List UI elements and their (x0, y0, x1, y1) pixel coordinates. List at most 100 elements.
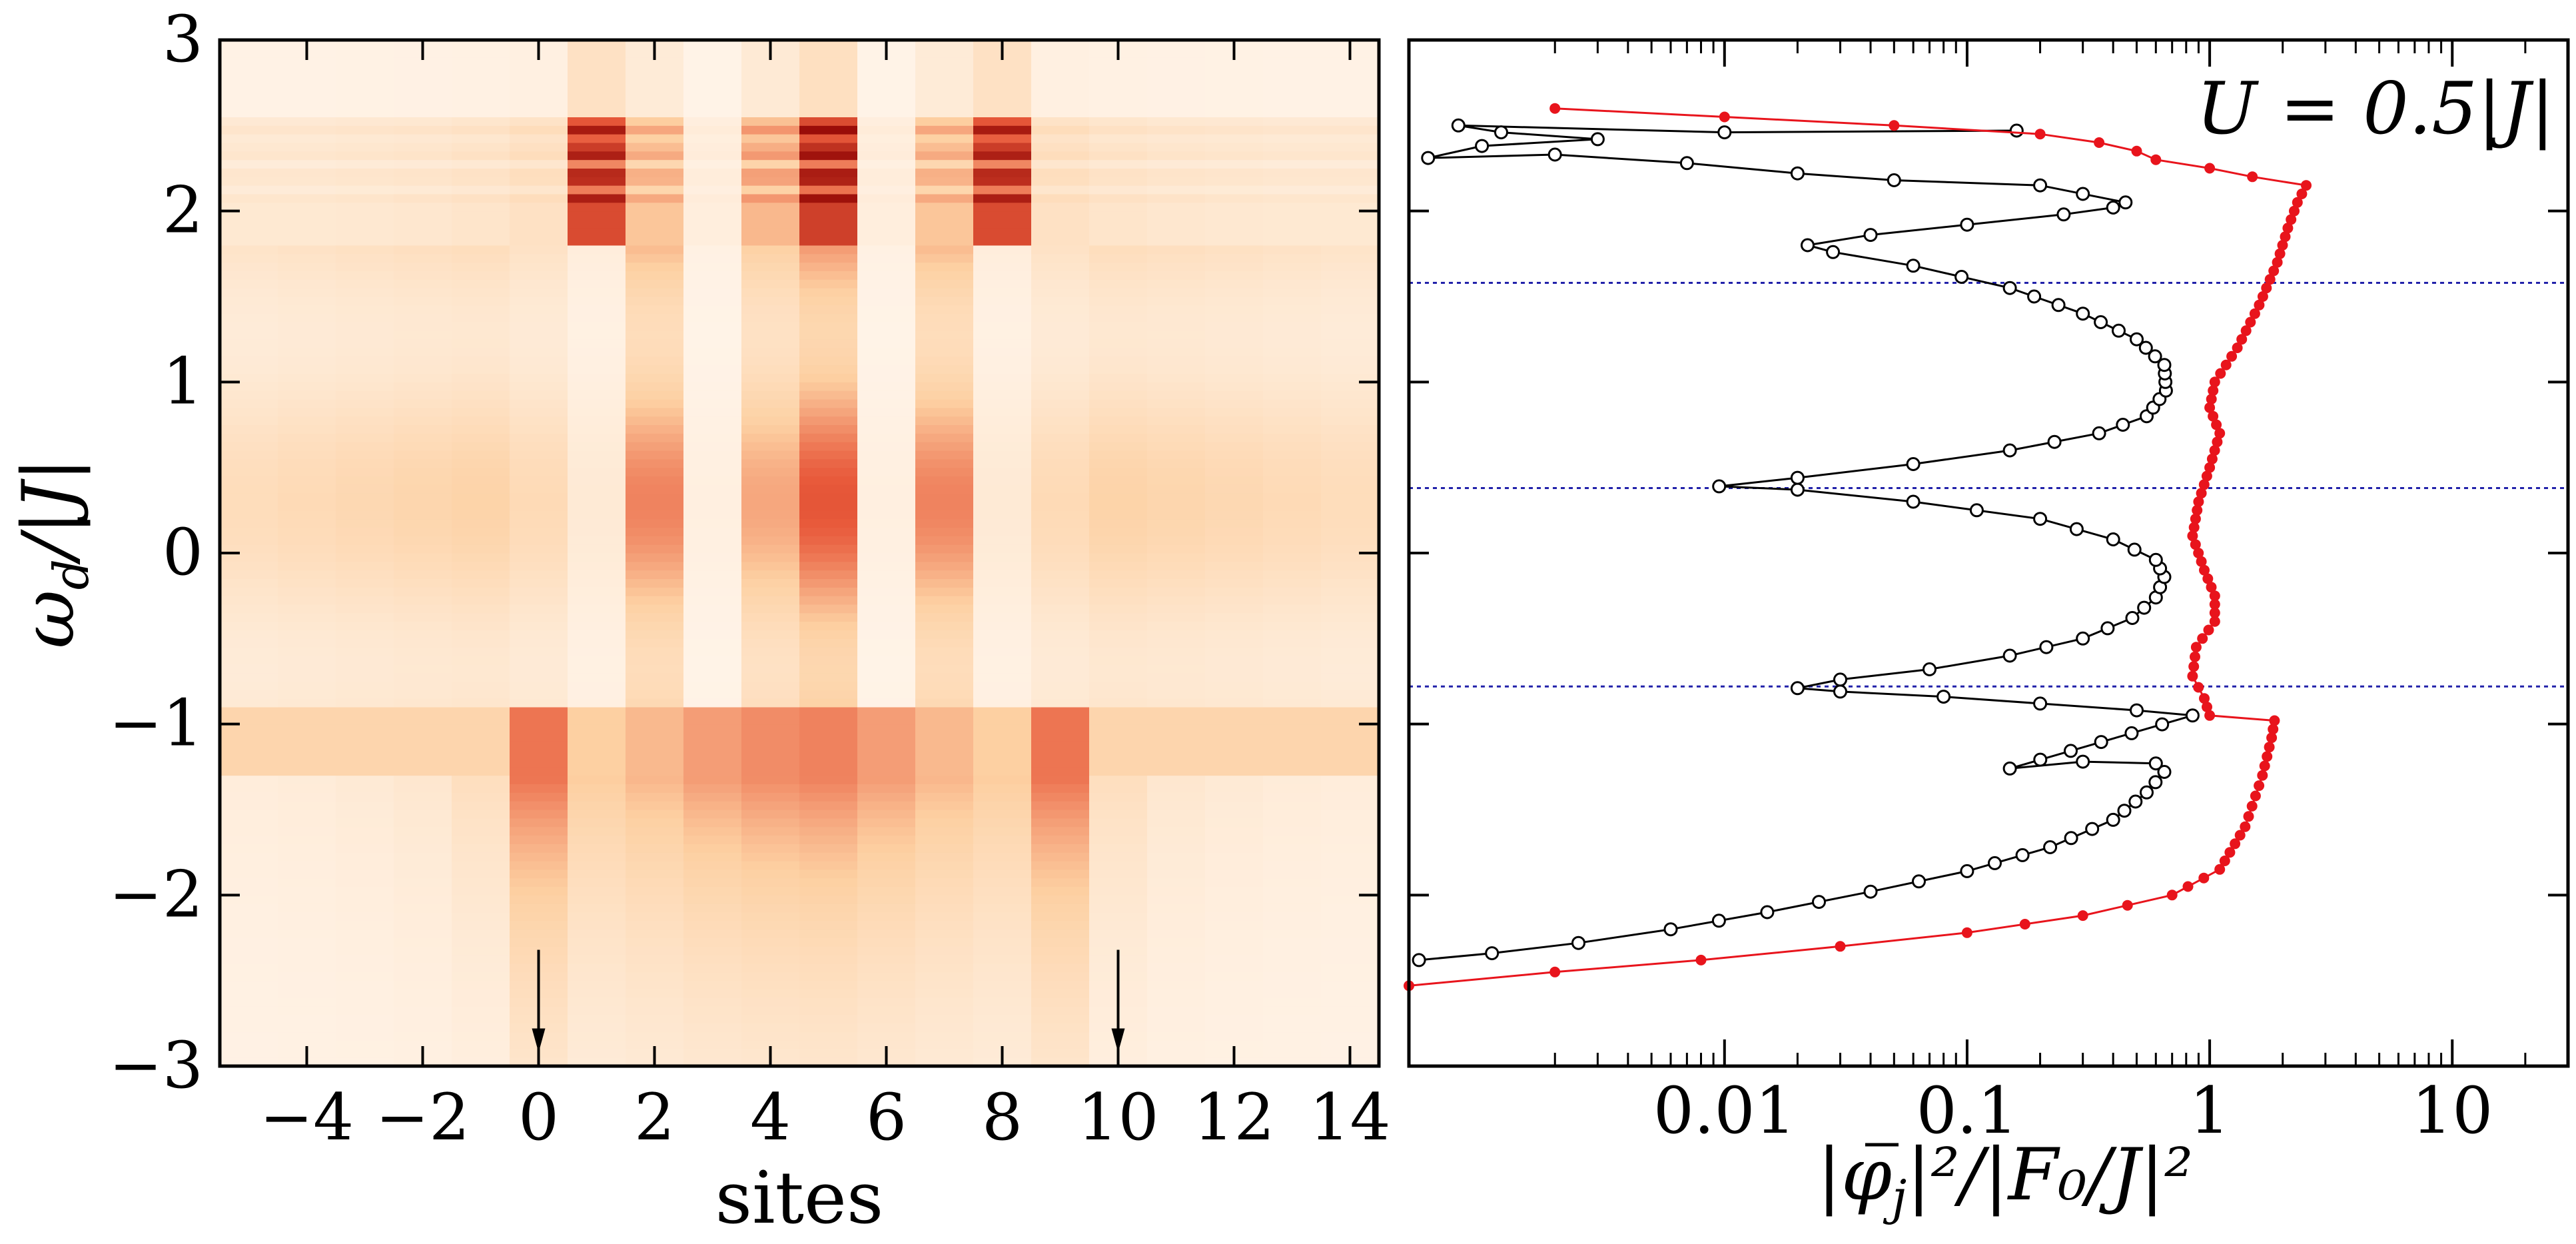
data-point (2106, 201, 2120, 215)
heatmap-cell (278, 476, 336, 485)
heatmap-cell (741, 339, 800, 348)
heatmap-cell (1263, 1040, 1322, 1049)
heatmap-cell (220, 143, 278, 152)
heatmap-cell (1321, 724, 1380, 733)
heatmap-cell (1147, 698, 1206, 708)
heatmap-cell (1031, 74, 1090, 83)
heatmap-cell (1147, 1015, 1206, 1024)
heatmap-cell (220, 1040, 278, 1049)
heatmap-cell (336, 741, 394, 750)
heatmap-cell (394, 775, 452, 784)
heatmap-cell (1263, 946, 1322, 955)
heatmap-cell (1263, 237, 1322, 246)
data-point (2106, 532, 2120, 546)
heatmap-cell (1263, 322, 1322, 331)
heatmap-cell (799, 1006, 858, 1015)
heatmap-cell (336, 185, 394, 195)
data-point (1549, 966, 1561, 977)
heatmap-cell (1263, 672, 1322, 682)
heatmap-cell (336, 339, 394, 348)
heatmap-cell (683, 450, 742, 460)
heatmap-cell (510, 237, 568, 246)
heatmap-cell (1321, 895, 1380, 904)
heatmap-cell (741, 656, 800, 665)
heatmap-cell (336, 125, 394, 135)
heatmap-cell (510, 895, 568, 904)
heatmap-cell (394, 202, 452, 212)
heatmap-cell (1147, 502, 1206, 511)
heatmap-cell (683, 596, 742, 605)
heatmap-cell (220, 630, 278, 639)
heatmap-cell (1147, 134, 1206, 143)
heatmap-cell (394, 912, 452, 922)
heatmap-cell (741, 356, 800, 366)
data-point (2187, 530, 2198, 542)
heatmap-cell (626, 587, 684, 596)
heatmap-cell (394, 228, 452, 237)
heatmap-cell (452, 467, 510, 476)
heatmap-cell (1263, 91, 1322, 101)
heatmap-cell (915, 493, 974, 502)
heatmap-cell (1147, 399, 1206, 408)
heatmap-cell (394, 99, 452, 109)
heatmap-cell (452, 946, 510, 955)
heatmap-cell (568, 750, 626, 759)
heatmap-cell (683, 792, 742, 802)
heatmap-cell (336, 177, 394, 186)
heatmap-cell (683, 237, 742, 246)
heatmap-cell (1089, 57, 1148, 66)
heatmap-cell (799, 775, 858, 784)
heatmap-cell (278, 305, 336, 314)
heatmap-cell (626, 484, 684, 494)
heatmap-cell (452, 185, 510, 195)
heatmap-cell (915, 826, 974, 836)
heatmap-cell (1321, 1006, 1380, 1015)
heatmap-cell (1263, 467, 1322, 476)
heatmap-cell (683, 74, 742, 83)
heatmap-cell (510, 143, 568, 152)
data-point (2039, 640, 2054, 654)
heatmap-cell (336, 946, 394, 955)
data-point (1549, 103, 1561, 114)
data-point (2131, 145, 2142, 157)
heatmap-cell (1147, 724, 1206, 733)
data-point (2157, 358, 2172, 372)
heatmap-cell (741, 458, 800, 468)
heatmap-cell (394, 83, 452, 92)
heatmap-cell (220, 698, 278, 708)
heatmap-cell (1205, 108, 1264, 117)
heatmap-cell (1031, 297, 1090, 306)
heatmap-cell (220, 177, 278, 186)
heatmap-cell (568, 262, 626, 271)
heatmap-cell (394, 134, 452, 143)
heatmap-cell (741, 844, 800, 853)
heatmap-cell (336, 869, 394, 879)
heatmap-cell (626, 1015, 684, 1024)
heatmap-cell (1263, 262, 1322, 271)
heatmap-x-tick-label: 10 (1077, 1080, 1158, 1155)
data-point (2296, 189, 2308, 199)
data-point (2268, 724, 2279, 735)
heatmap-cell (452, 159, 510, 169)
heatmap-cell (1031, 690, 1090, 699)
heatmap-cell (336, 399, 394, 408)
heatmap-cell (683, 1040, 742, 1049)
heatmap-cell (220, 886, 278, 896)
heatmap-cell (336, 518, 394, 528)
heatmap-cell (568, 424, 626, 434)
heatmap-cell (394, 544, 452, 554)
heatmap-cell (452, 1006, 510, 1015)
heatmap-cell (1263, 117, 1322, 126)
heatmap-cell (510, 279, 568, 289)
heatmap-cell (626, 159, 684, 169)
heatmap-cell (741, 878, 800, 887)
data-point (2117, 804, 2132, 818)
heatmap-cell (452, 895, 510, 904)
heatmap-cell (1147, 442, 1206, 451)
heatmap-cell (626, 424, 684, 434)
heatmap-cell (220, 784, 278, 793)
heatmap-cell (1263, 766, 1322, 776)
heatmap-cell (741, 510, 800, 520)
data-point (1547, 147, 1562, 162)
heatmap-cell (452, 587, 510, 596)
